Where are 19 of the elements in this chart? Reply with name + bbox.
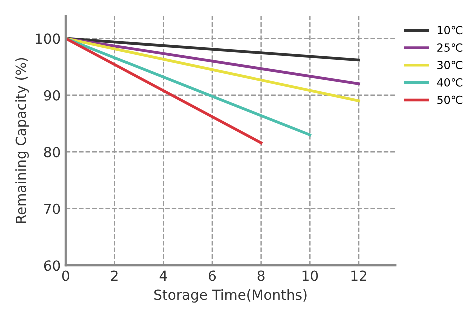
legend-label: 40℃ xyxy=(437,78,463,87)
legend-label: 30℃ xyxy=(438,61,463,70)
x-tick-label: 2 xyxy=(111,270,118,282)
x-tick-label: 10 xyxy=(302,270,318,282)
y-tick-label: 70 xyxy=(44,204,60,214)
y-axis-title: Remaining Capacity (%) xyxy=(16,58,30,224)
x-axis-title: Storage Time(Months) xyxy=(154,289,307,303)
y-tick-label: 90 xyxy=(44,90,60,101)
y-tick-label: 100 xyxy=(36,34,60,44)
x-tick-label: 6 xyxy=(209,270,216,282)
y-tick-label: 80 xyxy=(44,147,60,158)
x-tick-label: 4 xyxy=(160,270,168,282)
legend-label: 10℃ xyxy=(438,26,463,35)
y-tick-label: 60 xyxy=(44,260,60,272)
x-tick-label: 12 xyxy=(352,270,366,282)
legend-label: 50℃ xyxy=(438,96,463,104)
legend-label: 25℃ xyxy=(438,44,463,52)
x-tick-label: 0 xyxy=(62,270,70,282)
x-tick-label: 8 xyxy=(258,270,265,282)
